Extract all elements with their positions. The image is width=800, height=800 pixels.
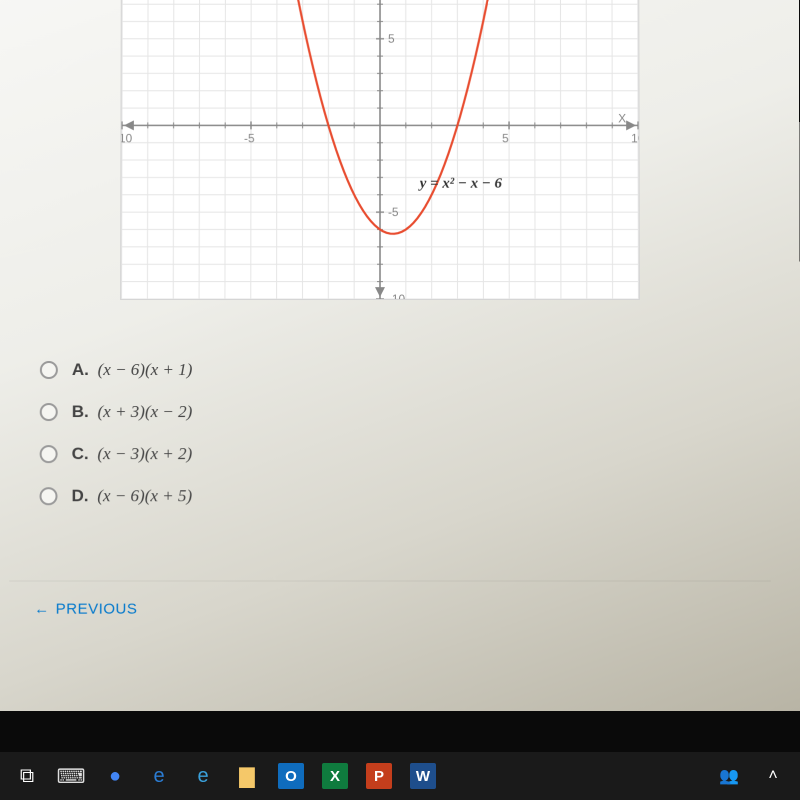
x-axis-label: X bbox=[618, 111, 626, 125]
radio-icon[interactable] bbox=[40, 403, 58, 421]
choice-letter: D. bbox=[72, 486, 89, 505]
chrome-icon[interactable]: ● bbox=[96, 757, 134, 795]
word-icon[interactable]: W bbox=[404, 757, 442, 795]
choice-expression: (x − 6)(x + 5) bbox=[97, 486, 192, 505]
excel-icon[interactable]: X bbox=[316, 757, 354, 795]
ie-icon[interactable]: e bbox=[184, 757, 222, 795]
svg-text:-10: -10 bbox=[388, 292, 406, 299]
graph-panel: -10 -5 5 10 5 -5 -10 y = x² − x − 6 X bbox=[120, 0, 640, 300]
arrow-left-icon: ← bbox=[34, 601, 50, 618]
app-screen: -10 -5 5 10 5 -5 -10 y = x² − x − 6 X A. (x − … bbox=[0, 0, 800, 711]
previous-label: PREVIOUS bbox=[56, 601, 138, 618]
choice-expression: (x − 3)(x + 2) bbox=[97, 444, 192, 463]
svg-text:-10: -10 bbox=[121, 131, 133, 145]
keyboard-icon[interactable]: ⌨ bbox=[52, 757, 90, 795]
powerpoint-icon[interactable]: P bbox=[360, 757, 398, 795]
choice-letter: C. bbox=[72, 444, 89, 463]
svg-text:5: 5 bbox=[502, 131, 509, 145]
choice-d[interactable]: D. (x − 6)(x + 5) bbox=[39, 486, 192, 506]
parabola-chart: -10 -5 5 10 5 -5 -10 y = x² − x − 6 X bbox=[121, 0, 639, 299]
choice-b[interactable]: B. (x + 3)(x − 2) bbox=[40, 402, 193, 422]
tray-up-icon[interactable]: ˄ bbox=[754, 757, 792, 795]
explorer-icon[interactable]: ▇ bbox=[228, 757, 266, 795]
choice-expression: (x + 3)(x − 2) bbox=[98, 402, 193, 421]
windows-taskbar[interactable]: ⧉⌨●ee▇OXPW👥˄ bbox=[0, 752, 800, 800]
previous-button[interactable]: ← PREVIOUS bbox=[34, 601, 137, 618]
edge-icon[interactable]: e bbox=[140, 757, 178, 795]
svg-text:-5: -5 bbox=[244, 131, 255, 145]
answer-choices: A. (x − 6)(x + 1) B. (x + 3)(x − 2) C. (… bbox=[39, 360, 192, 506]
divider bbox=[9, 581, 771, 582]
choice-a[interactable]: A. (x − 6)(x + 1) bbox=[40, 360, 193, 380]
choice-c[interactable]: C. (x − 3)(x + 2) bbox=[40, 444, 193, 464]
outlook-icon[interactable]: O bbox=[272, 757, 310, 795]
taskview-icon[interactable]: ⧉ bbox=[8, 757, 46, 795]
people-icon[interactable]: 👥 bbox=[710, 757, 748, 795]
svg-text:5: 5 bbox=[388, 32, 395, 46]
choice-letter: B. bbox=[72, 402, 89, 421]
svg-text:-5: -5 bbox=[388, 205, 399, 219]
radio-icon[interactable] bbox=[40, 361, 58, 379]
equation-label: y = x² − x − 6 bbox=[418, 176, 503, 192]
svg-text:10: 10 bbox=[631, 131, 639, 145]
choice-letter: A. bbox=[72, 360, 89, 379]
radio-icon[interactable] bbox=[40, 445, 58, 463]
choice-expression: (x − 6)(x + 1) bbox=[98, 360, 193, 379]
radio-icon[interactable] bbox=[39, 487, 57, 505]
